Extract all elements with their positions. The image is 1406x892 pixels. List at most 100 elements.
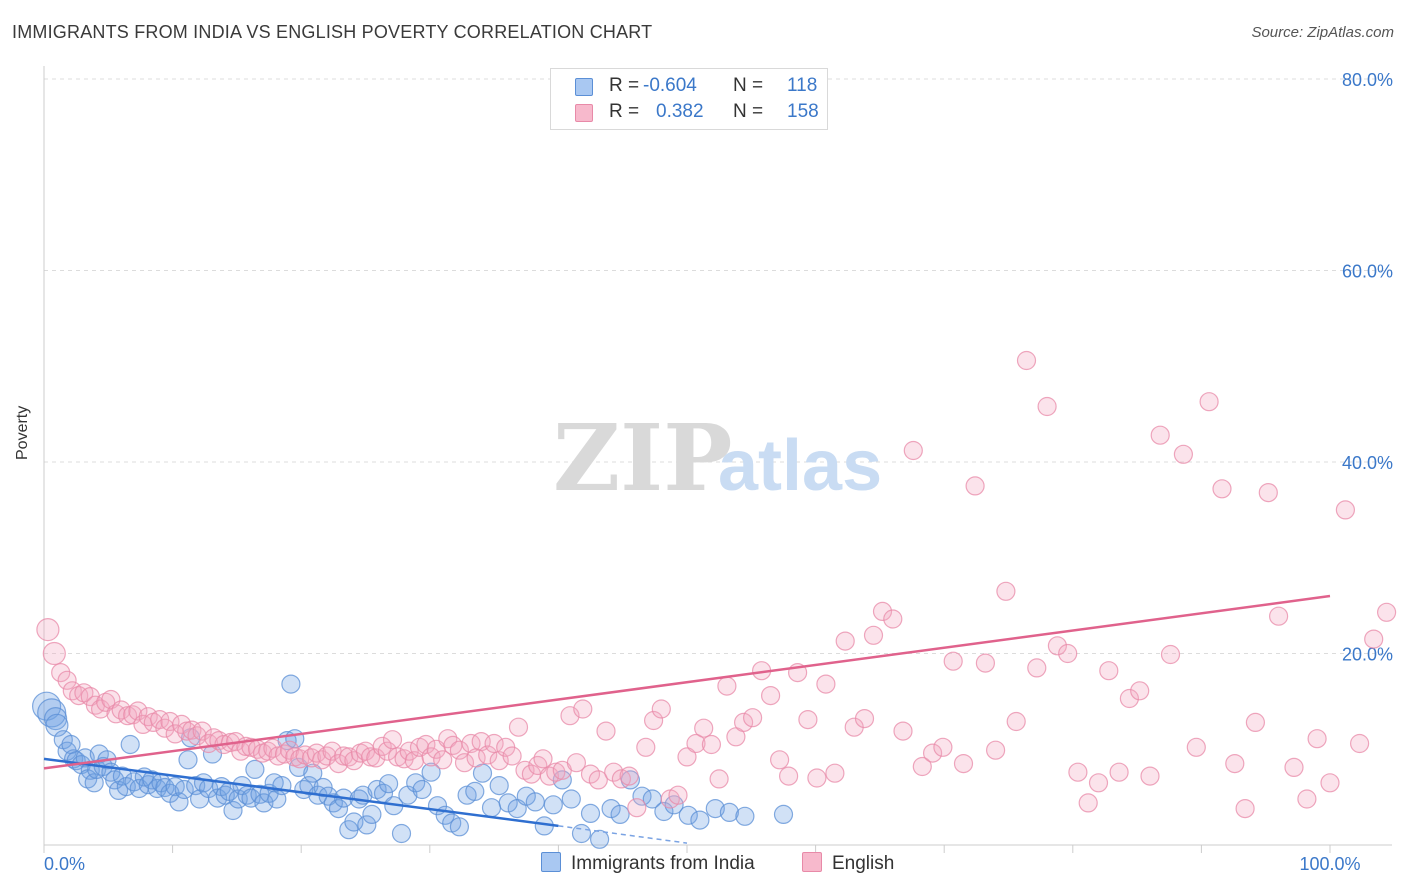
data-point-india [362,804,382,825]
data-point-english [399,741,419,761]
data-point-india [589,829,610,849]
legend-item-india: Immigrants from India [541,852,755,875]
data-point-english [1268,606,1289,626]
data-point-india [223,800,243,821]
data-point-english [835,631,855,651]
data-point-english [588,770,608,790]
data-point-india [543,795,563,815]
data-point-english [546,762,566,782]
data-point-english [825,763,845,783]
data-point-english [533,749,553,769]
data-point-english [1119,688,1140,709]
data-point-india [719,802,740,823]
data-point-india [245,759,265,780]
data-point-english [717,676,737,696]
data-point-india [178,750,198,770]
data-point-india [421,762,441,782]
data-point-india [664,795,684,815]
data-point-english [433,750,453,770]
data-point-india [705,798,725,819]
data-point-english [566,753,587,773]
data-point-english [416,734,436,755]
data-point-english [1140,766,1160,786]
data-point-india [328,798,349,819]
data-point-india [690,810,710,830]
data-point-english [138,707,158,727]
data-point-english [733,712,754,733]
r-label: R = [609,75,640,96]
data-point-english [1078,793,1098,813]
data-point-english [484,733,504,754]
data-point-india [412,779,432,800]
data-point-english [1173,444,1194,464]
data-point-english [192,721,212,741]
data-point-india [357,815,377,835]
data-point-english [912,756,932,777]
r-value-india: -0.604 [643,75,697,96]
data-point-english [769,750,790,770]
legend-item-english: English [802,852,894,875]
y-tick-label: 20.0% [1342,645,1393,665]
data-point-english [57,670,77,690]
trendline-english [43,594,1331,770]
data-point-english [1160,644,1181,665]
data-point-english [1320,773,1340,793]
data-point-india [489,775,509,796]
data-point-english [1297,789,1317,809]
data-point-english [1006,711,1026,732]
data-point-english [933,737,953,757]
data-point-english [1212,479,1232,499]
data-point-india [773,804,794,825]
watermark-atlas: atlas [718,426,882,506]
data-point-english [573,699,593,719]
data-point-english [604,762,624,782]
r-value-english: 0.382 [656,101,704,122]
data-point-india [120,734,140,755]
data-point-english [816,674,836,694]
data-point-india [525,792,545,812]
data-point-india [481,798,502,818]
data-point-english [454,753,475,773]
data-point-english [1364,629,1384,649]
data-point-india [561,789,581,809]
data-point-english [975,653,996,673]
data-point-english [182,720,202,740]
watermark-zip: ZIP [553,404,732,512]
data-point-english [651,699,671,719]
data-point-english [627,798,647,818]
n-label: N = [733,101,764,122]
data-point-india [169,792,189,812]
data-point-english [36,617,60,642]
data-point-english [382,730,403,750]
data-point-english [1099,661,1119,681]
data-point-english [1284,757,1304,778]
data-point-english [668,785,688,805]
data-point-india [678,805,698,825]
data-point-india [465,781,485,802]
data-point-india [174,779,194,800]
data-point-english [742,708,763,728]
legend-swatch-india [541,852,561,872]
data-point-india [449,817,469,837]
data-point-english [1376,602,1397,622]
y-tick-label: 40.0% [1342,453,1393,473]
data-point-english [1016,350,1037,371]
data-point-english [985,740,1006,760]
legend-label-india: Immigrants from India [571,853,755,874]
data-point-english [449,740,469,760]
data-point-english [854,708,875,729]
legend-swatch-english [575,104,593,122]
data-point-india [571,823,592,844]
legend-swatch-english [802,852,822,872]
data-point-english [377,741,397,761]
data-point-english [1027,658,1047,678]
trendline-india-extension [558,825,688,844]
data-point-india [155,777,175,798]
data-point-india [580,803,601,824]
data-point-english [123,705,143,725]
data-point-english [883,609,903,629]
data-point-india [43,706,68,731]
data-point-english [334,746,354,766]
data-point-english [1037,396,1057,417]
